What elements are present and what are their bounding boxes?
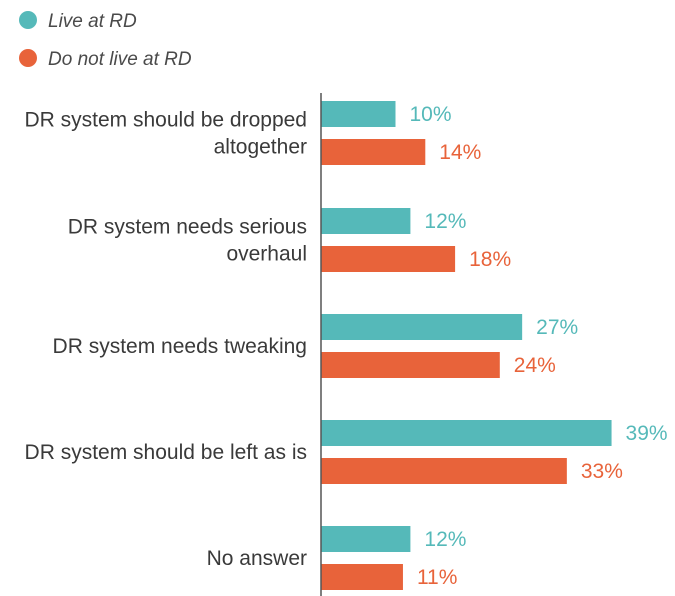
category-label-4: DR system should be left as is — [25, 441, 307, 464]
legend-label-do-not-live-at-rd: Do not live at RD — [48, 49, 192, 70]
value-label-live-at-rd-1: 10% — [410, 103, 452, 126]
bar-do-not-live-at-rd-3 — [321, 352, 500, 378]
bar-do-not-live-at-rd-5 — [321, 564, 403, 590]
bars-group — [321, 101, 612, 590]
category-label-5: No answer — [207, 547, 307, 570]
value-label-do-not-live-at-rd-3: 24% — [514, 354, 556, 377]
bar-do-not-live-at-rd-1 — [321, 139, 426, 165]
value-label-live-at-rd-5: 12% — [424, 528, 466, 551]
bar-do-not-live-at-rd-2 — [321, 246, 456, 272]
legend-marker-do-not-live-at-rd — [19, 49, 37, 67]
value-label-do-not-live-at-rd-1: 14% — [439, 141, 481, 164]
category-label-line: DR system should be dropped — [25, 109, 308, 132]
legend-label-live-at-rd: Live at RD — [48, 11, 137, 32]
bar-live-at-rd-5 — [321, 526, 411, 552]
value-label-live-at-rd-3: 27% — [536, 316, 578, 339]
category-label-3: DR system needs tweaking — [53, 335, 307, 358]
category-label-line: altogether — [214, 136, 307, 159]
category-label-line: overhaul — [226, 243, 307, 266]
category-label-2: DR system needs serious overhaul — [68, 216, 307, 266]
value-label-do-not-live-at-rd-4: 33% — [581, 460, 623, 483]
category-label-line: DR system needs serious — [68, 216, 307, 239]
legend-marker-live-at-rd — [19, 11, 37, 29]
value-label-live-at-rd-4: 39% — [626, 422, 668, 445]
bar-live-at-rd-3 — [321, 314, 523, 340]
bar-live-at-rd-2 — [321, 208, 411, 234]
category-label-line: DR system should be left as is — [25, 441, 307, 464]
category-label-line: No answer — [207, 547, 307, 570]
value-label-live-at-rd-2: 12% — [424, 210, 466, 233]
category-label-line: DR system needs tweaking — [53, 335, 307, 358]
bar-live-at-rd-1 — [321, 101, 396, 127]
bar-do-not-live-at-rd-4 — [321, 458, 567, 484]
chart-legend: Live at RD Do not live at RD — [19, 11, 192, 70]
category-labels: DR system should be dropped altogetherDR … — [25, 109, 308, 571]
value-label-do-not-live-at-rd-2: 18% — [469, 248, 511, 271]
category-label-1: DR system should be dropped altogether — [25, 109, 308, 159]
bar-live-at-rd-4 — [321, 420, 612, 446]
value-labels: 10%14%12%18%27%24%39%33%12%11% — [410, 103, 668, 589]
value-label-do-not-live-at-rd-5: 11% — [417, 566, 457, 589]
